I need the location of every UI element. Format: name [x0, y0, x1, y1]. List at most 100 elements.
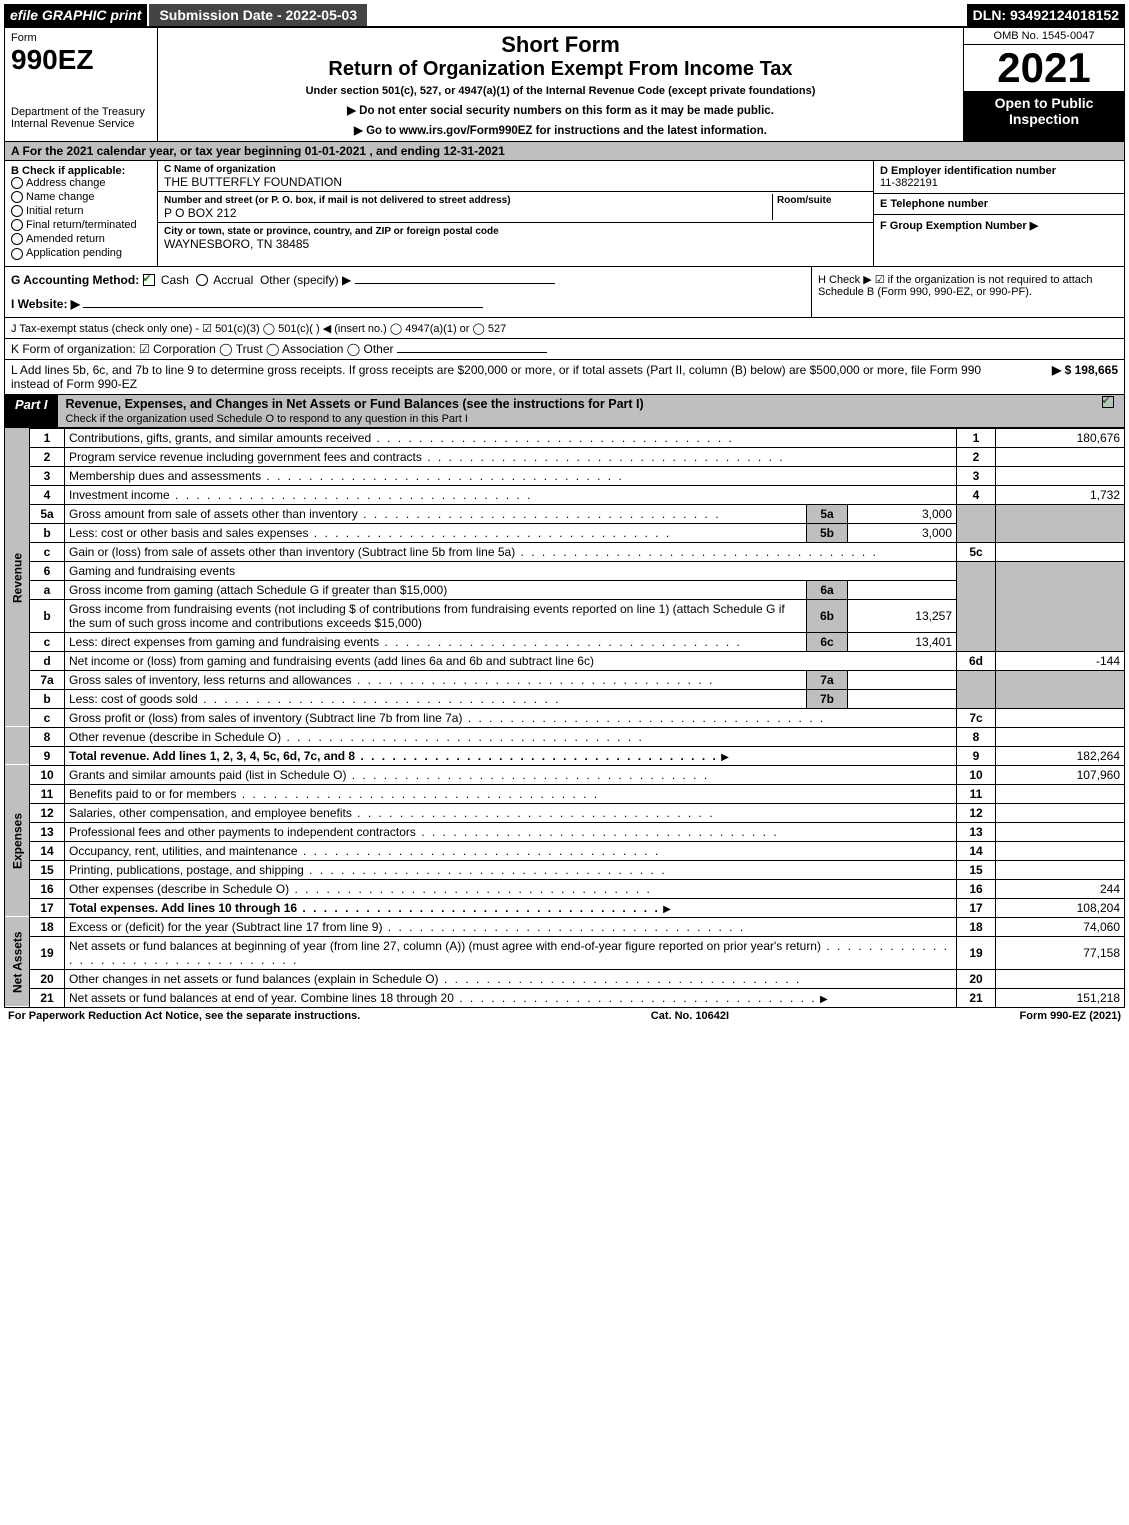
line-6-text: Gaming and fundraising events: [65, 561, 957, 580]
return-title: Return of Organization Exempt From Incom…: [164, 58, 957, 81]
chk-address-change[interactable]: Address change: [11, 177, 151, 189]
line-1-rn: 1: [957, 428, 996, 447]
header-left: Form 990EZ Department of the Treasury In…: [5, 28, 158, 141]
row-l-gross-receipts: L Add lines 5b, 6c, and 7b to line 9 to …: [4, 360, 1125, 395]
tax-year: 2021: [964, 45, 1124, 91]
footer-mid: Cat. No. 10642I: [360, 1010, 1019, 1022]
efile-print-label[interactable]: efile GRAPHIC print: [4, 4, 147, 26]
line-9-text: Total revenue. Add lines 1, 2, 3, 4, 5c,…: [65, 746, 957, 765]
omb-number: OMB No. 1545-0047: [964, 28, 1124, 45]
part-1-schedule-o-check[interactable]: [1094, 395, 1124, 427]
org-name-label: C Name of organization: [164, 164, 276, 175]
org-name-value: THE BUTTERFLY FOUNDATION: [164, 175, 342, 189]
ein-label: D Employer identification number: [880, 165, 1118, 177]
city-value: WAYNESBORO, TN 38485: [164, 237, 309, 251]
chk-name-change[interactable]: Name change: [11, 191, 151, 203]
accounting-method-row: G Accounting Method: Cash Accrual Other …: [11, 273, 805, 287]
line-17-text: Total expenses. Add lines 10 through 16: [65, 898, 957, 917]
line-6d-num: d: [30, 651, 65, 670]
col-de: D Employer identification number 11-3822…: [873, 161, 1124, 266]
line-10-num: 10: [30, 765, 65, 784]
line-6c-num: c: [30, 632, 65, 651]
telephone-label: E Telephone number: [880, 198, 1118, 210]
group-exemption-label: F Group Exemption Number ▶: [880, 219, 1118, 232]
col-b-title: B Check if applicable:: [11, 165, 151, 177]
chk-final-return[interactable]: Final return/terminated: [11, 219, 151, 231]
page-footer: For Paperwork Reduction Act Notice, see …: [4, 1008, 1125, 1024]
line-1-text: Contributions, gifts, grants, and simila…: [65, 428, 957, 447]
expenses-vlabel: Expenses: [5, 765, 30, 917]
line-4-num: 4: [30, 485, 65, 504]
col-b-checkboxes: B Check if applicable: Address change Na…: [5, 161, 158, 266]
gh-left: G Accounting Method: Cash Accrual Other …: [5, 267, 811, 317]
part-1-subtitle: Check if the organization used Schedule …: [66, 413, 468, 425]
line-3-text: Membership dues and assessments: [65, 466, 957, 485]
ein-row: D Employer identification number 11-3822…: [874, 161, 1124, 194]
form-word: Form: [11, 32, 151, 44]
row-k-form-org: K Form of organization: ☑ Corporation ◯ …: [4, 339, 1125, 360]
org-name-row: C Name of organization THE BUTTERFLY FOU…: [158, 161, 873, 192]
line-16-text: Other expenses (describe in Schedule O): [65, 879, 957, 898]
line-5b-num: b: [30, 523, 65, 542]
chk-initial-return[interactable]: Initial return: [11, 205, 151, 217]
form-header: Form 990EZ Department of the Treasury In…: [4, 26, 1125, 142]
line-2-text: Program service revenue including govern…: [65, 447, 957, 466]
submission-date: Submission Date - 2022-05-03: [147, 4, 367, 26]
ssn-warning: ▶ Do not enter social security numbers o…: [164, 103, 957, 117]
chk-cash[interactable]: [143, 274, 155, 286]
city-label: City or town, state or province, country…: [164, 226, 499, 237]
other-org-line[interactable]: [397, 352, 547, 353]
line-21-text: Net assets or fund balances at end of ye…: [65, 988, 957, 1007]
line-15-text: Printing, publications, postage, and shi…: [65, 860, 957, 879]
row-a-tax-year: A For the 2021 calendar year, or tax yea…: [4, 142, 1125, 161]
dln-number: DLN: 93492124018152: [967, 4, 1125, 26]
website-line[interactable]: [83, 307, 483, 308]
street-value: P O BOX 212: [164, 206, 237, 220]
city-row: City or town, state or province, country…: [158, 223, 873, 253]
line-11-text: Benefits paid to or for members: [65, 784, 957, 803]
line-10-text: Grants and similar amounts paid (list in…: [65, 765, 957, 784]
line-19-text: Net assets or fund balances at beginning…: [65, 936, 957, 969]
g-label: G Accounting Method:: [11, 273, 139, 287]
line-8-num: 8: [30, 727, 65, 746]
part-1-tag: Part I: [5, 395, 58, 427]
open-public-inspection: Open to Public Inspection: [964, 91, 1124, 141]
line-2-num: 2: [30, 447, 65, 466]
header-middle: Short Form Return of Organization Exempt…: [158, 28, 964, 141]
irs-link-instruction[interactable]: ▶ Go to www.irs.gov/Form990EZ for instru…: [164, 123, 957, 137]
line-5c-num: c: [30, 542, 65, 561]
revenue-vlabel: Revenue: [5, 428, 30, 727]
gh-block: G Accounting Method: Cash Accrual Other …: [4, 267, 1125, 318]
street-row: Number and street (or P. O. box, if mail…: [158, 192, 873, 223]
section-subtitle: Under section 501(c), 527, or 4947(a)(1)…: [164, 85, 957, 97]
footer-right: Form 990-EZ (2021): [1020, 1010, 1121, 1022]
room-label: Room/suite: [777, 195, 831, 206]
department-label: Department of the Treasury Internal Reve…: [11, 106, 151, 130]
line-12-text: Salaries, other compensation, and employ…: [65, 803, 957, 822]
line-7a-num: 7a: [30, 670, 65, 689]
short-form-label: Short Form: [164, 32, 957, 58]
line-13-text: Professional fees and other payments to …: [65, 822, 957, 841]
line-5b-text: Less: cost or other basis and sales expe…: [65, 523, 807, 542]
row-l-amount: ▶ $ 198,665: [988, 363, 1118, 391]
form-number: 990EZ: [11, 44, 151, 76]
line-6b-text: Gross income from fundraising events (no…: [65, 599, 807, 632]
line-5a-text: Gross amount from sale of assets other t…: [65, 504, 807, 523]
line-7b-num: b: [30, 689, 65, 708]
row-j-text: J Tax-exempt status (check only one) - ☑…: [11, 323, 506, 335]
efile-topbar: efile GRAPHIC print Submission Date - 20…: [4, 4, 1125, 26]
website-row: I Website: ▶: [11, 297, 805, 311]
footer-left: For Paperwork Reduction Act Notice, see …: [8, 1010, 360, 1022]
chk-accrual[interactable]: [196, 274, 208, 286]
g-other-label: Other (specify) ▶: [260, 273, 351, 287]
ein-value: 11-3822191: [880, 177, 1118, 189]
line-6-num: 6: [30, 561, 65, 580]
line-7b-text: Less: cost of goods sold: [65, 689, 807, 708]
other-specify-line[interactable]: [355, 283, 555, 284]
line-5c-text: Gain or (loss) from sale of assets other…: [65, 542, 957, 561]
line-20-text: Other changes in net assets or fund bala…: [65, 969, 957, 988]
chk-amended-return[interactable]: Amended return: [11, 233, 151, 245]
netassets-vlabel: Net Assets: [5, 917, 30, 1007]
line-1-num: 1: [30, 428, 65, 447]
chk-application-pending[interactable]: Application pending: [11, 247, 151, 259]
